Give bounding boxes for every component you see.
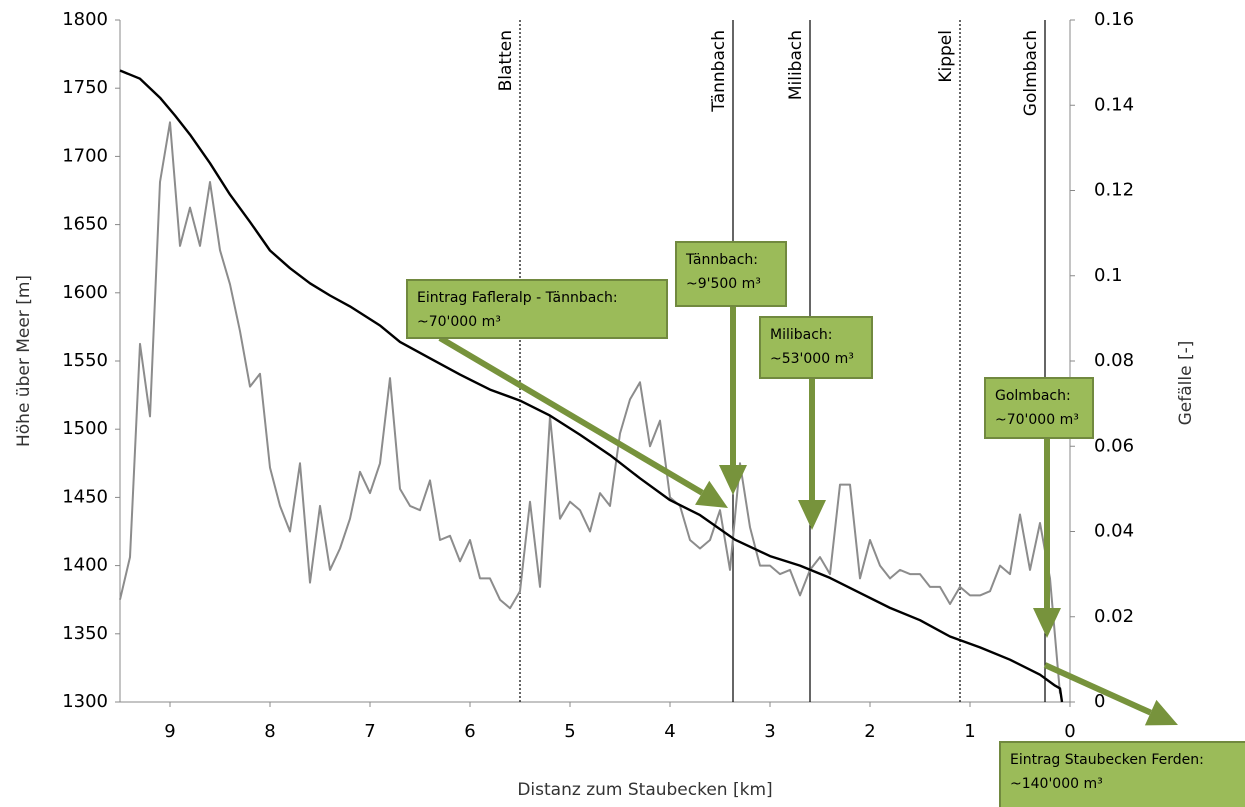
marker-label: Kippel — [936, 30, 956, 83]
annotation-text: ~9'500 m³ — [686, 276, 761, 292]
y-tick-label: 1300 — [62, 691, 108, 712]
annotation-text: Tännbach: — [685, 252, 758, 268]
y-tick-label: 1350 — [62, 623, 108, 644]
annotation-box — [675, 241, 787, 307]
x-tick-label: 4 — [664, 721, 675, 742]
y2-tick-label: 0 — [1094, 691, 1105, 712]
marker-label: Tännbach — [709, 30, 729, 113]
annotation-text: Eintrag Fafleralp - Tännbach: — [417, 290, 618, 306]
marker-label: Milibach — [786, 30, 806, 100]
annotation-box — [999, 741, 1245, 807]
annotation-box — [984, 377, 1094, 439]
x-tick-label: 5 — [564, 721, 575, 742]
arrow-shaft — [1043, 662, 1152, 716]
marker-label: Blatten — [496, 30, 516, 91]
x-tick-label: 2 — [864, 721, 875, 742]
y-tick-label: 1800 — [62, 9, 108, 30]
x-tick-label: 8 — [264, 721, 275, 742]
marker-label: Golmbach — [1021, 30, 1041, 116]
x-tick-label: 0 — [1064, 721, 1075, 742]
y2-tick-label: 0.04 — [1094, 521, 1134, 542]
arrow-head — [798, 500, 826, 530]
annotation-text: ~70'000 m³ — [995, 412, 1079, 428]
annotation-box — [759, 316, 873, 379]
x-tick-label: 1 — [964, 721, 975, 742]
data-line — [119, 121, 1061, 694]
y2-tick-label: 0.08 — [1094, 350, 1134, 371]
annotation-text: Milibach: — [770, 327, 833, 343]
y2-tick-label: 0.14 — [1094, 94, 1134, 115]
y2-axis-title: Gefälle [-] — [1176, 341, 1196, 426]
y-tick-label: 1700 — [62, 145, 108, 166]
x-tick-label: 7 — [364, 721, 375, 742]
x-tick-label: 9 — [164, 721, 175, 742]
y-axis-title: Höhe über Meer [m] — [14, 275, 34, 447]
y-tick-label: 1400 — [62, 555, 108, 576]
annotation-text: ~53'000 m³ — [770, 351, 854, 367]
y-tick-label: 1600 — [62, 282, 108, 303]
arrow-head — [695, 480, 728, 508]
arrow-shaft — [438, 335, 704, 496]
annotation-text: ~140'000 m³ — [1010, 776, 1103, 792]
data-line — [119, 69, 1064, 703]
arrow-head — [719, 465, 747, 495]
arrow-head — [1033, 608, 1061, 638]
x-axis-title: Distanz zum Staubecken [km] — [517, 780, 772, 800]
annotation-text: Golmbach: — [995, 388, 1071, 404]
y2-tick-label: 0.02 — [1094, 606, 1134, 627]
y-tick-label: 1450 — [62, 486, 108, 507]
y-tick-label: 1550 — [62, 350, 108, 371]
y2-tick-label: 0.16 — [1094, 9, 1134, 30]
y-tick-label: 1750 — [62, 77, 108, 98]
x-tick-label: 3 — [764, 721, 775, 742]
y2-tick-label: 0.1 — [1094, 265, 1123, 286]
y2-tick-label: 0.06 — [1094, 435, 1134, 456]
y-tick-label: 1650 — [62, 214, 108, 235]
arrow-head — [1144, 699, 1178, 726]
annotation-box — [406, 279, 668, 339]
y2-tick-label: 0.12 — [1094, 180, 1134, 201]
y-tick-label: 1500 — [62, 418, 108, 439]
annotation-text: Eintrag Staubecken Ferden: — [1010, 752, 1204, 768]
annotation-text: ~70'000 m³ — [417, 314, 501, 330]
x-tick-label: 6 — [464, 721, 475, 742]
